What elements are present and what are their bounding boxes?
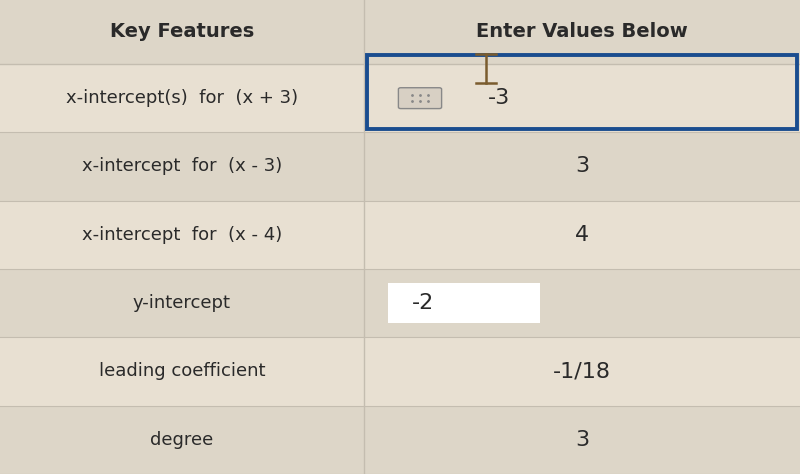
FancyBboxPatch shape: [0, 132, 800, 201]
FancyBboxPatch shape: [0, 64, 800, 132]
Text: -3: -3: [488, 88, 510, 108]
Text: x-intercept(s)  for  (x + 3): x-intercept(s) for (x + 3): [66, 89, 298, 107]
FancyBboxPatch shape: [388, 283, 540, 323]
FancyBboxPatch shape: [0, 269, 800, 337]
Text: leading coefficient: leading coefficient: [98, 363, 266, 381]
Text: 4: 4: [575, 225, 589, 245]
Text: degree: degree: [150, 431, 214, 449]
Text: 3: 3: [575, 156, 589, 176]
Text: -1/18: -1/18: [553, 362, 611, 382]
Text: Key Features: Key Features: [110, 22, 254, 42]
Text: 3: 3: [575, 430, 589, 450]
FancyBboxPatch shape: [0, 406, 800, 474]
FancyBboxPatch shape: [0, 337, 800, 406]
Text: x-intercept  for  (x - 4): x-intercept for (x - 4): [82, 226, 282, 244]
Text: x-intercept  for  (x - 3): x-intercept for (x - 3): [82, 157, 282, 175]
FancyBboxPatch shape: [0, 201, 800, 269]
FancyBboxPatch shape: [398, 88, 442, 109]
Text: -2: -2: [412, 293, 434, 313]
FancyBboxPatch shape: [0, 0, 800, 64]
Text: Enter Values Below: Enter Values Below: [476, 22, 688, 42]
Text: y-intercept: y-intercept: [133, 294, 231, 312]
